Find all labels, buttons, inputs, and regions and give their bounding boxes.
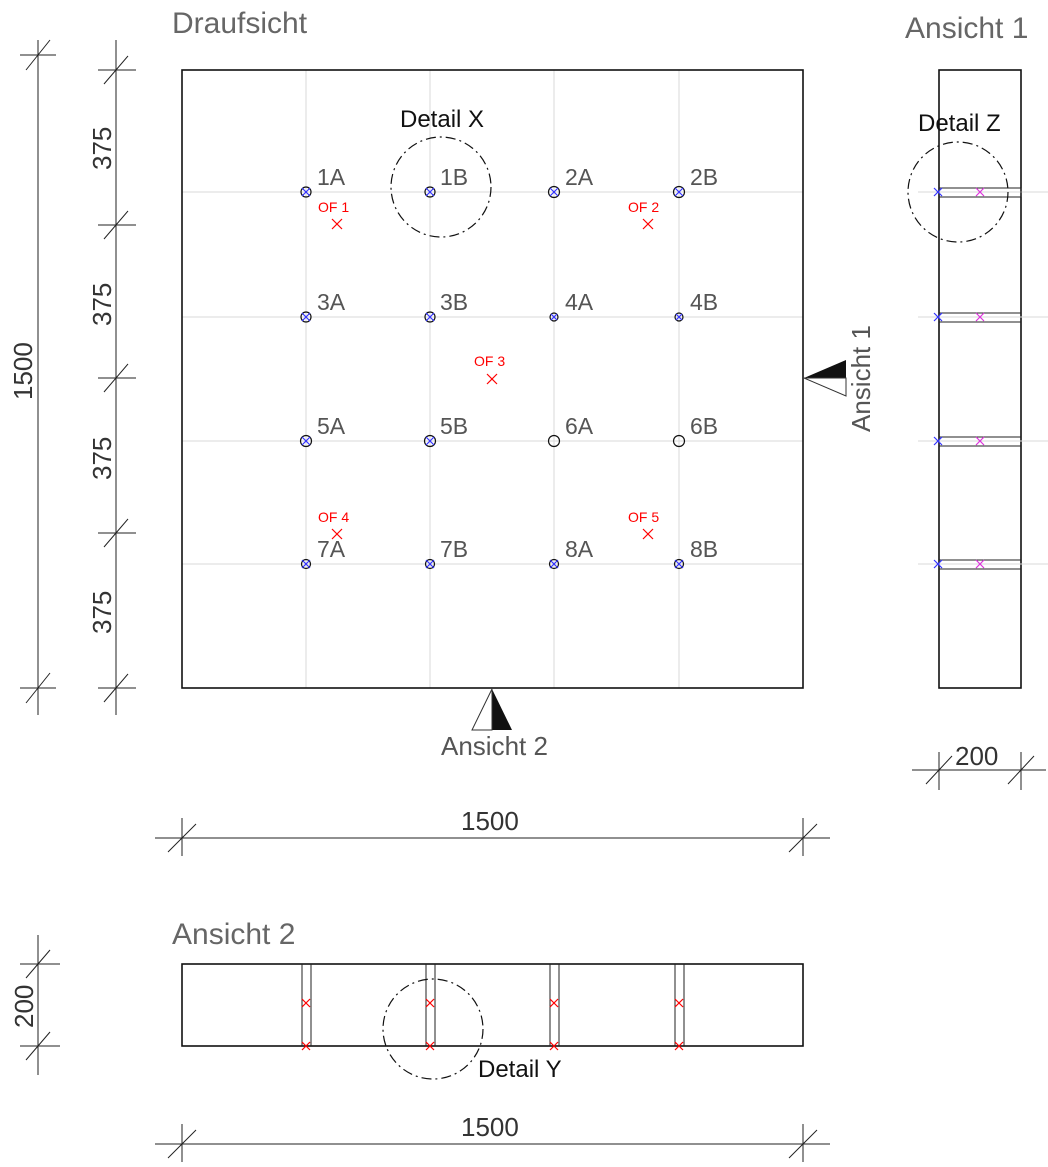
dimension-thickness-label: 200 — [9, 985, 39, 1028]
point-label: 3B — [440, 289, 468, 315]
point-6B: 6B — [672, 413, 718, 448]
opening-of-3: OF 3 — [474, 353, 505, 385]
sleeve — [933, 436, 1021, 447]
dimension-segment-label: 375 — [87, 591, 117, 634]
dimension-horizontal-top-view: 1500 — [155, 806, 830, 856]
point-label: 8B — [690, 536, 718, 562]
opening-label: OF 5 — [628, 509, 659, 525]
top-view-grid — [182, 70, 803, 688]
dimension-vertical-total: 1500 — [8, 39, 56, 715]
slab-outline-side-2 — [181, 963, 804, 1047]
point-label: 4A — [565, 289, 594, 315]
sleeve — [933, 559, 1021, 570]
section-marker-ansicht-1: Ansicht 1 — [803, 325, 876, 432]
dimension-segment-label: 375 — [87, 437, 117, 480]
point-1A: 1A — [300, 164, 346, 198]
point-7B: 7B — [424, 536, 468, 570]
section-marker-ansicht-2: Ansicht 2 — [441, 688, 548, 761]
point-label: 6A — [565, 413, 594, 439]
dimension-segment-label: 375 — [87, 283, 117, 326]
slab-outline-top — [181, 69, 804, 689]
dimension-thickness-label: 200 — [955, 741, 998, 771]
dimension-width-label: 1500 — [461, 1112, 519, 1142]
point-2A: 2A — [547, 164, 594, 199]
point-label: 3A — [317, 289, 346, 315]
sleeve — [549, 964, 560, 1051]
point-label: 5B — [440, 413, 468, 439]
title-ansicht-1: Ansicht 1 — [905, 12, 1028, 45]
opening-label: OF 1 — [318, 199, 349, 215]
dimension-vertical-segments: 375 375 375 375 — [87, 40, 136, 715]
side-view-2: Detail Y 200 1500 — [9, 935, 830, 1162]
sleeve — [933, 312, 1021, 323]
side-view-1: Detail Z 200 — [907, 69, 1048, 790]
dimension-horizontal-side-2: 1500 — [155, 1112, 830, 1162]
dimension-thickness-side-2: 200 — [9, 935, 60, 1075]
detail-z-label: Detail Z — [918, 110, 1001, 137]
point-5B: 5B — [423, 413, 468, 448]
detail-x-circle — [390, 136, 492, 238]
opening-label: OF 4 — [318, 509, 349, 525]
point-7A: 7A — [300, 536, 346, 570]
opening-label: OF 3 — [474, 353, 505, 369]
point-label: 2B — [690, 164, 718, 190]
point-label: 1A — [317, 164, 346, 190]
point-6A: 6A — [547, 413, 594, 448]
point-label: 7B — [440, 536, 468, 562]
point-label: 1B — [440, 164, 468, 190]
point-label: 7A — [317, 536, 346, 562]
point-label: 5A — [317, 413, 346, 439]
point-label: 4B — [690, 289, 718, 315]
sleeve — [425, 964, 436, 1051]
sleeve — [674, 964, 685, 1051]
opening-label: OF 2 — [628, 199, 659, 215]
title-draufsicht: Draufsicht — [172, 7, 308, 40]
dimension-total-label: 1500 — [8, 342, 38, 400]
detail-y-circle — [382, 978, 484, 1080]
section-marker-ansicht-1-label: Ansicht 1 — [846, 325, 876, 432]
point-3A: 3A — [300, 289, 346, 323]
point-2B: 2B — [672, 164, 718, 199]
opening-of-1: OF 1 — [318, 199, 349, 230]
point-3B: 3B — [424, 289, 468, 323]
point-1B: 1B — [424, 164, 468, 198]
opening-of-2: OF 2 — [628, 199, 659, 230]
detail-x-label: Detail X — [400, 106, 484, 133]
detail-z-circle — [907, 141, 1009, 243]
point-label: 8A — [565, 536, 594, 562]
sleeve — [301, 964, 312, 1051]
slab-outline-side-1 — [938, 69, 1022, 689]
opening-of-5: OF 5 — [628, 509, 659, 540]
opening-of-4: OF 4 — [318, 509, 349, 540]
point-label: 2A — [565, 164, 594, 190]
section-marker-ansicht-2-label: Ansicht 2 — [441, 731, 548, 761]
dimension-width-label: 1500 — [461, 806, 519, 836]
point-8B: 8B — [673, 536, 718, 570]
point-5A: 5A — [299, 413, 346, 448]
dimension-thickness-side-1: 200 — [912, 741, 1046, 790]
detail-y-label: Detail Y — [478, 1056, 562, 1083]
point-label: 6B — [690, 413, 718, 439]
point-4B: 4B — [674, 289, 718, 322]
top-view: Detail X 1A 1B 2A 2B 3A — [181, 69, 876, 761]
point-8A: 8A — [548, 536, 594, 570]
dimension-segment-label: 375 — [87, 127, 117, 170]
point-4A: 4A — [549, 289, 594, 322]
title-ansicht-2: Ansicht 2 — [172, 918, 295, 951]
